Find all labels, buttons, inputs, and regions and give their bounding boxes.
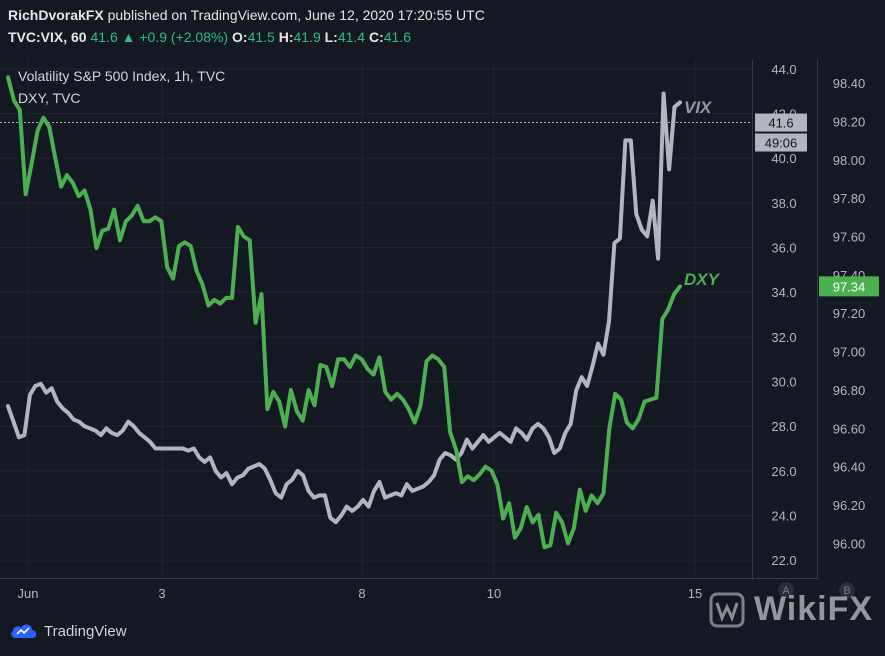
- right-tick-label: 97.00: [833, 345, 866, 360]
- right-tick-label: 96.00: [833, 536, 866, 551]
- time-axis[interactable]: Jun 3 8 10 15: [18, 586, 703, 601]
- grid: [0, 60, 752, 578]
- vix-series-label: VIX: [684, 98, 712, 117]
- dxy-price-tag-value: 97.34: [833, 279, 866, 294]
- time-tick-label: 15: [688, 586, 702, 601]
- right-axis[interactable]: 98.4098.2098.0097.8097.6097.4097.2097.00…: [833, 76, 866, 551]
- left-axis[interactable]: 44.042.040.038.036.034.032.030.028.026.0…: [771, 62, 796, 568]
- tradingview-cloud-icon: [11, 624, 37, 638]
- low-label: L:: [324, 29, 338, 45]
- vix-series-line: [6, 91, 682, 525]
- right-tick-label: 97.80: [833, 191, 866, 206]
- right-tick-label: 98.40: [833, 76, 866, 91]
- left-tick-label: 36.0: [771, 241, 796, 256]
- symbol-label[interactable]: TVC:VIX, 60: [8, 29, 87, 45]
- left-tick-label: 28.0: [771, 419, 796, 434]
- right-axis-button-label: B: [843, 585, 850, 597]
- right-tick-label: 96.60: [833, 421, 866, 436]
- time-tick-label: 10: [487, 586, 501, 601]
- main-series-legend[interactable]: Volatility S&P 500 Index, 1h, TVC: [18, 68, 226, 84]
- left-tick-label: 40.0: [771, 151, 796, 166]
- wikifx-logo-icon: [709, 592, 745, 627]
- right-tick-label: 97.20: [833, 306, 866, 321]
- left-tick-label: 26.0: [771, 464, 796, 479]
- left-tick-label: 32.0: [771, 330, 796, 345]
- vix-countdown-value: 49:06: [765, 136, 798, 151]
- right-axis-border: [817, 60, 818, 580]
- low-value: 41.4: [337, 29, 366, 45]
- ohlc-bar: TVC:VIX, 60 41.6 ▲ +0.9 (+2.08%) O:41.5 …: [8, 29, 411, 45]
- left-axis-border: [752, 60, 753, 580]
- left-tick-label: 22.0: [771, 553, 796, 568]
- right-tick-label: 98.20: [833, 114, 866, 129]
- left-axis-button-label: A: [782, 585, 790, 597]
- right-tick-label: 98.00: [833, 153, 866, 168]
- dxy-series-line: [6, 75, 682, 550]
- author-name[interactable]: RichDvorakFX: [8, 7, 104, 23]
- time-tick-label: 8: [358, 586, 365, 601]
- price-tags: 41.6 49:06 97.34: [755, 113, 879, 297]
- close-value: 41.6: [383, 29, 412, 45]
- left-tick-label: 38.0: [771, 196, 796, 211]
- right-tick-label: 96.80: [833, 383, 866, 398]
- time-axis-border: [0, 578, 818, 579]
- right-tick-label: 96.20: [833, 498, 866, 513]
- left-tick-label: 34.0: [771, 285, 796, 300]
- time-tick-label: 3: [158, 586, 165, 601]
- vix-price-tag: [755, 113, 807, 132]
- series: [6, 75, 682, 550]
- change-value: +0.9 (+2.08%): [139, 29, 229, 45]
- publish-info: RichDvorakFX published on TradingView.co…: [8, 7, 485, 23]
- axis-buttons[interactable]: A B: [778, 582, 855, 598]
- left-axis-button[interactable]: [778, 582, 794, 598]
- dxy-price-tag: [819, 276, 879, 297]
- tradingview-logo[interactable]: TradingView: [10, 622, 127, 640]
- wikifx-wordmark: WikiFX: [754, 590, 874, 628]
- open-label: O:: [232, 29, 248, 45]
- left-tick-label: 44.0: [771, 62, 796, 77]
- tradingview-wordmark: TradingView: [44, 622, 127, 640]
- watermark: WikiFX: [708, 590, 873, 629]
- vix-price-tag-value: 41.6: [768, 116, 793, 131]
- high-value: 41.9: [293, 29, 321, 45]
- left-tick-label: 30.0: [771, 375, 796, 390]
- right-tick-label: 97.60: [833, 230, 866, 245]
- vix-countdown-tag: [755, 133, 807, 152]
- time-tick-label: Jun: [18, 586, 39, 601]
- publish-text: published on TradingView.com, June 12, 2…: [107, 7, 485, 23]
- compare-series-legend[interactable]: DXY, TVC: [18, 90, 81, 106]
- right-axis-button[interactable]: [839, 582, 855, 598]
- open-value: 41.5: [247, 29, 275, 45]
- right-tick-label: 96.40: [833, 460, 866, 475]
- dxy-series-label: DXY: [684, 270, 719, 289]
- close-label: C:: [368, 29, 384, 45]
- high-label: H:: [278, 29, 294, 45]
- left-tick-label: 24.0: [771, 508, 796, 523]
- up-arrow-icon: ▲: [121, 29, 136, 45]
- last-price: 41.6: [90, 29, 118, 45]
